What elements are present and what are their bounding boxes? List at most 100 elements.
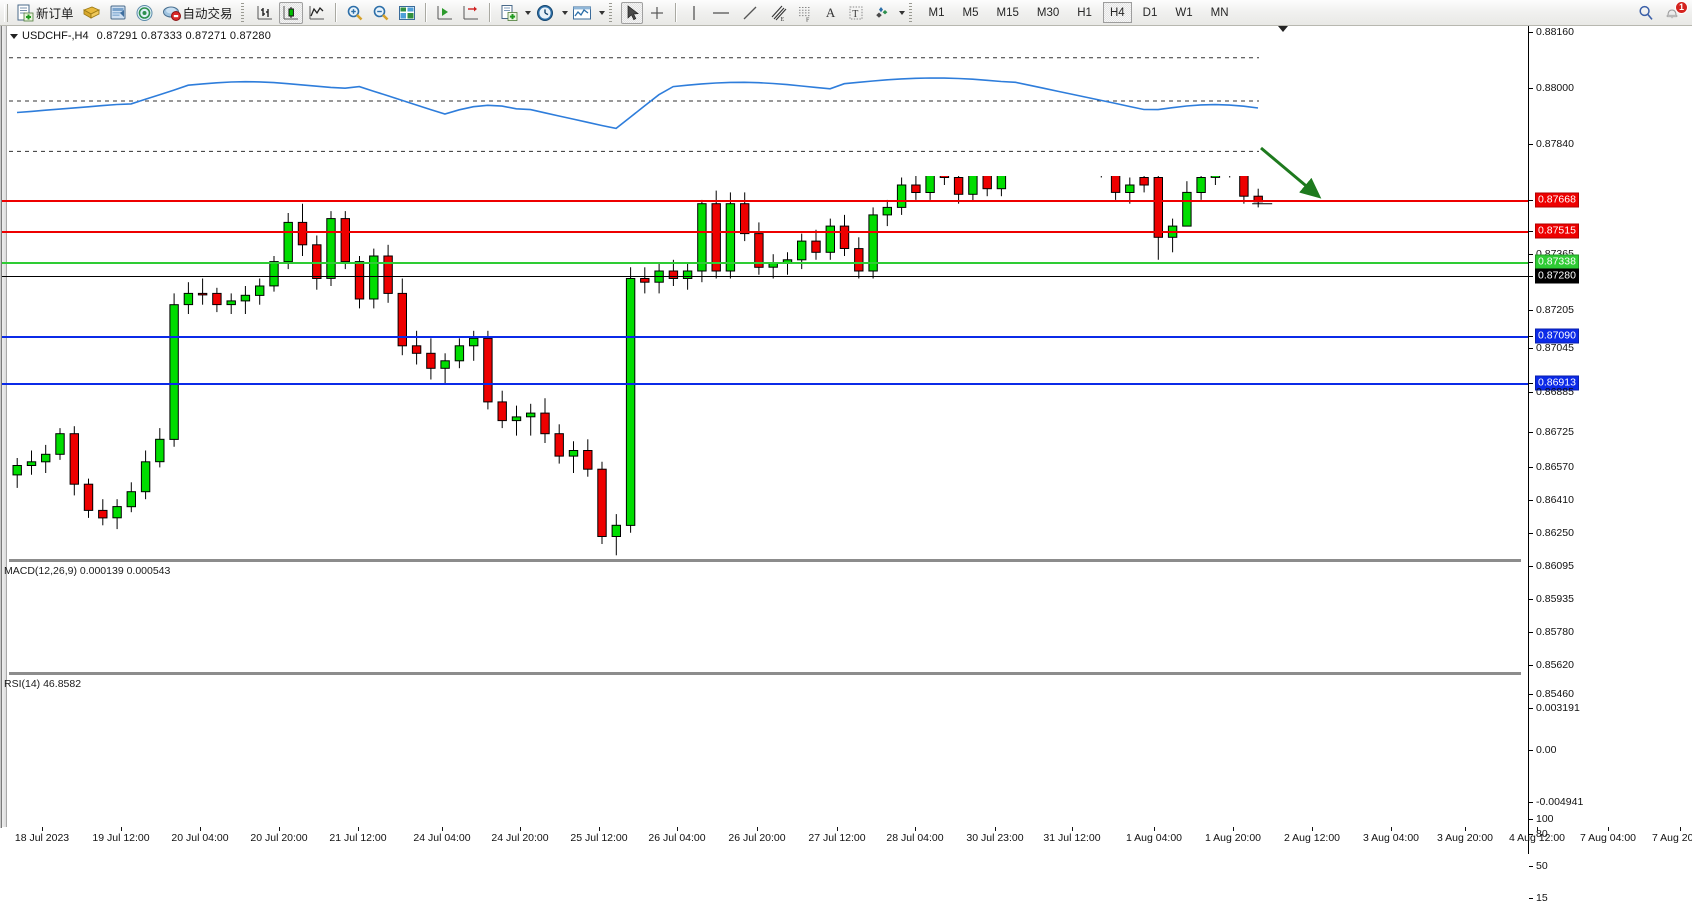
level-line-ask[interactable]: [2, 262, 1528, 264]
timeframe-m5[interactable]: M5: [962, 6, 979, 19]
timeframe-group[interactable]: M1 M5 M15 M30 H1 H4 D1 W1 MN: [920, 2, 1238, 23]
auto-scroll-button[interactable]: [433, 2, 457, 24]
level-line-support-1[interactable]: [2, 336, 1528, 338]
time-axis-tick: [1680, 827, 1681, 831]
text-label-button[interactable]: A: [820, 2, 842, 24]
profile-button[interactable]: [79, 2, 104, 24]
rsi-pane[interactable]: [9, 26, 1528, 176]
timeframe-m15[interactable]: M15: [996, 6, 1019, 19]
equidistant-channel-button[interactable]: E: [765, 2, 791, 24]
time-axis[interactable]: 18 Jul 2023 19 Jul 12:00 20 Jul 04:00 20 Ju…: [2, 827, 1692, 854]
price-axis-tick: [1529, 432, 1533, 433]
toolbar-grip[interactable]: [4, 3, 8, 22]
bar-chart-button[interactable]: [253, 2, 277, 24]
indicators-dropdown-caret[interactable]: [524, 10, 531, 15]
timeframe-w1[interactable]: W1: [1175, 6, 1193, 19]
fibonacci-button[interactable]: F: [793, 2, 817, 24]
price-axis-tick: [1529, 632, 1533, 633]
timeframe-h1[interactable]: H1: [1077, 6, 1092, 19]
level-line-resistance-2[interactable]: [2, 200, 1528, 202]
price-axis-level-chip[interactable]: 0.87515: [1535, 223, 1579, 239]
notification-badge: 1: [1675, 0, 1688, 14]
timeframe-d1[interactable]: D1: [1142, 6, 1158, 19]
toolbar-right-group[interactable]: 1: [1633, 0, 1692, 24]
price-axis-level-chip[interactable]: 0.87280: [1535, 268, 1579, 284]
level-line-bid[interactable]: [2, 276, 1528, 277]
price-axis-tick: [1529, 32, 1533, 33]
zoom-out-button[interactable]: [369, 2, 393, 24]
trendline-button[interactable]: [737, 2, 763, 24]
templates-dropdown-caret[interactable]: [598, 10, 605, 15]
chart-symbol-header[interactable]: USDCHF-,H4 0.87291 0.87333 0.87271 0.872…: [10, 30, 271, 42]
pane-divider-macd-rsi[interactable]: [9, 672, 1521, 675]
data-window-button[interactable]: [395, 2, 419, 24]
indicators-button[interactable]: [497, 2, 521, 24]
cursor-button[interactable]: [620, 1, 643, 24]
time-axis-label: 20 Jul 20:00: [250, 832, 308, 844]
new-order-button[interactable]: 新订单: [13, 2, 77, 24]
period-dropdown-caret[interactable]: [561, 10, 568, 15]
time-axis-label: 26 Jul 20:00: [728, 832, 786, 844]
chart-shift-button[interactable]: [459, 2, 483, 24]
horizontal-line-button[interactable]: [707, 2, 735, 24]
time-axis-label: 27 Jul 12:00: [808, 832, 866, 844]
timeframe-mn[interactable]: MN: [1210, 6, 1229, 19]
search-button[interactable]: [1634, 2, 1658, 24]
auto-trading-icon: [162, 6, 181, 21]
time-axis-label: 26 Jul 04:00: [648, 832, 706, 844]
timeframe-h4[interactable]: H4: [1102, 2, 1132, 23]
zoom-in-icon: [347, 5, 362, 20]
chart-menu-triangle-icon[interactable]: [10, 33, 18, 39]
timeframe-m30[interactable]: M30: [1036, 6, 1060, 19]
chart-window[interactable]: USDCHF-,H4 0.87291 0.87333 0.87271 0.872…: [0, 26, 1692, 904]
text-button[interactable]: T: [845, 2, 867, 24]
terminal-button[interactable]: [106, 2, 130, 24]
price-axis[interactable]: 0.88160 0.88000 0.87840 0.87668 0.87515 0.873…: [1528, 26, 1692, 904]
price-axis-level-chip[interactable]: 0.86913: [1535, 375, 1579, 391]
hline-icon: [712, 11, 729, 14]
zoom-in-button[interactable]: [343, 2, 367, 24]
price-axis-tick: [1529, 348, 1533, 349]
time-axis-label: 4 Aug 12:00: [1508, 832, 1566, 844]
toolbar-grip-timeframes[interactable]: [907, 3, 915, 22]
pane-divider-main-macd[interactable]: [9, 559, 1521, 562]
macd-indicator-label: MACD(12,26,9) 0.000139 0.000543: [4, 565, 171, 577]
price-axis-label: 100: [1536, 813, 1554, 825]
price-axis-label: 0.86570: [1536, 461, 1574, 473]
objects-dropdown-caret[interactable]: [898, 10, 905, 15]
notifications-button[interactable]: 1: [1660, 0, 1688, 24]
bearish-arrow-annotation[interactable]: [1257, 144, 1327, 204]
auto-trading-button[interactable]: 自动交易: [159, 2, 236, 24]
time-axis-tick: [995, 827, 996, 831]
line-chart-button[interactable]: [305, 2, 329, 24]
main-toolbar[interactable]: 新订单 自动交易: [0, 0, 1692, 26]
crosshair-button[interactable]: [645, 2, 669, 24]
objects-button[interactable]: [869, 2, 895, 24]
candlestick-chart-button[interactable]: [278, 1, 303, 24]
zoom-out-icon: [373, 5, 388, 20]
price-axis-level-chip[interactable]: 0.87338: [1535, 254, 1579, 270]
signals-button[interactable]: [132, 2, 157, 24]
time-axis-tick: [837, 827, 838, 831]
price-axis-tick: [1529, 898, 1533, 899]
price-axis-label: 0.86095: [1536, 560, 1574, 572]
fibonacci-icon: F: [798, 6, 810, 22]
templates-button[interactable]: [569, 2, 595, 24]
signals-icon: [136, 4, 153, 21]
price-axis-level-chip[interactable]: 0.87090: [1535, 328, 1579, 344]
text-icon: T: [849, 6, 863, 20]
price-axis-tick: [1529, 708, 1533, 709]
toolbar-grip-tools[interactable]: [607, 3, 615, 22]
price-axis-level-chip[interactable]: 0.87668: [1535, 192, 1579, 208]
price-axis-label: 0.86250: [1536, 527, 1574, 539]
chart-vertical-scrollbar[interactable]: [2, 26, 7, 854]
toolbar-separator-2: [424, 3, 427, 22]
price-axis-tick: [1529, 533, 1533, 534]
vertical-line-button[interactable]: [683, 2, 705, 24]
time-axis-label: 3 Aug 20:00: [1436, 832, 1494, 844]
level-line-resistance-1[interactable]: [2, 231, 1528, 233]
level-line-support-2[interactable]: [2, 383, 1528, 385]
timeframe-m1[interactable]: M1: [928, 6, 945, 19]
period-button[interactable]: [532, 2, 558, 24]
toolbar-grip-charts[interactable]: [239, 3, 247, 22]
